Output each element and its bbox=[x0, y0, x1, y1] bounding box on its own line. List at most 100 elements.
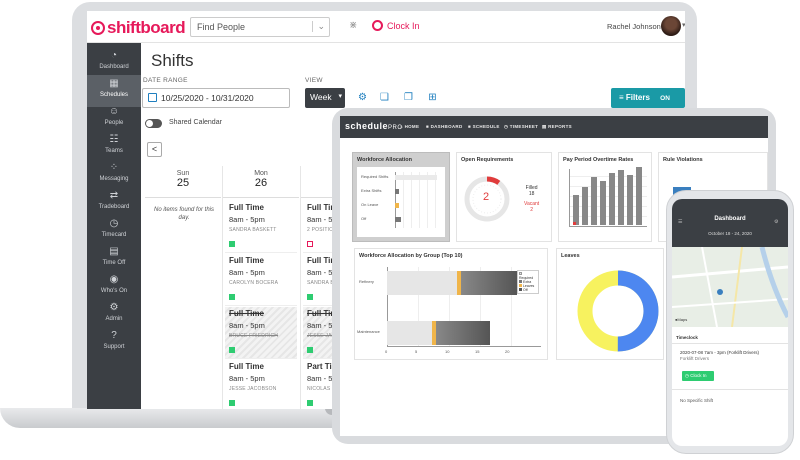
shift-title: Full Time bbox=[307, 256, 342, 265]
sidebar-item-messaging[interactable]: ⁘ Messaging bbox=[87, 159, 141, 191]
phone-header: Dashboard October 18 - 24, 2020 ☰ ⚙ bbox=[672, 199, 788, 247]
add-shift-icon[interactable]: ⊞ bbox=[428, 92, 437, 103]
shift-hours: 8am - 5pm bbox=[229, 215, 265, 224]
legend-label: Off bbox=[522, 288, 528, 292]
nav-schedule[interactable]: ■ SCHEDULE bbox=[468, 124, 500, 129]
nav-home[interactable]: ⌂ HOME bbox=[400, 124, 420, 129]
sidebar-item-who-s-on[interactable]: ◉ Who's On bbox=[87, 271, 141, 303]
view-select[interactable]: Week ▾ bbox=[305, 88, 345, 108]
shift-status-indicator bbox=[229, 241, 235, 247]
day-header-sun: Sun 25 bbox=[145, 166, 221, 198]
tradeboard-icon: ⇄ bbox=[109, 190, 119, 201]
nav-reports[interactable]: ▤ REPORTS bbox=[542, 124, 572, 129]
shift-hours: 8am - 5pm bbox=[229, 321, 265, 330]
overtime-rates-panel[interactable]: Pay Period Overtime Rates bbox=[558, 152, 652, 242]
clock-in-button[interactable]: Clock In bbox=[372, 20, 420, 31]
phone-date-range: October 18 - 24, 2020 bbox=[708, 231, 752, 236]
leaves-panel[interactable]: Leaves bbox=[556, 248, 664, 360]
workforce-row-label: Off bbox=[361, 216, 367, 221]
sidebar-item-people[interactable]: ☺ People bbox=[87, 103, 141, 135]
date-range-label: DATE RANGE bbox=[143, 77, 188, 84]
calendar-icon: ▦ bbox=[109, 78, 119, 89]
clock-icon bbox=[372, 20, 383, 31]
sidebar-item-timecard[interactable]: ◷ Timecard bbox=[87, 215, 141, 247]
open-requirements-panel[interactable]: Open Requirements 2 Filled 18 Vacant 2 bbox=[456, 152, 552, 242]
panel-title: Pay Period Overtime Rates bbox=[563, 157, 634, 163]
sidebar-item-label: Teams bbox=[105, 148, 123, 154]
vacant-value: 2 bbox=[530, 207, 533, 213]
sidebar-item-admin[interactable]: ⚙ Admin bbox=[87, 299, 141, 331]
bar-required bbox=[395, 175, 437, 180]
timecard-icon: ◷ bbox=[109, 218, 119, 229]
date-range-value: 10/25/2020 - 10/31/2020 bbox=[161, 93, 254, 103]
sidebar-item-teams[interactable]: ☷ Teams bbox=[87, 131, 141, 163]
sidebar-item-tradeboard[interactable]: ⇄ Tradeboard bbox=[87, 187, 141, 219]
shared-calendar-toggle[interactable] bbox=[145, 119, 162, 128]
sidebar-item-dashboard[interactable]: ◔ Dashboard bbox=[87, 47, 141, 79]
phone-map[interactable]: ●Maps bbox=[672, 247, 788, 327]
shift-card[interactable]: Full Time 8am - 5pm CAROLYN BOCERA bbox=[225, 254, 297, 306]
find-people-select[interactable]: Find People ⌄ bbox=[190, 17, 330, 37]
overtime-bar bbox=[591, 177, 597, 225]
sidebar-item-time-off[interactable]: ▤ Time Off bbox=[87, 243, 141, 275]
panel-title: Open Requirements bbox=[461, 157, 514, 163]
shift-card[interactable]: Part Tim 8am - 5pm NICOLAS RI bbox=[303, 360, 365, 409]
day-header-mon: Mon 26 bbox=[223, 166, 299, 198]
maps-label: Maps bbox=[677, 317, 688, 322]
legend-label: Extra bbox=[522, 280, 532, 284]
user-menu-caret-icon[interactable]: ▾ bbox=[682, 22, 685, 29]
shift-name: NICOLAS RI bbox=[307, 386, 338, 392]
workforce-row-label: Extra Shifts bbox=[361, 188, 382, 193]
nav-timesheet-label: TIMESHEET bbox=[509, 124, 539, 129]
shift-card[interactable]: Full Time 8am - 5pm SANDRA BASKETT bbox=[225, 201, 297, 253]
legend-label: Required bbox=[519, 276, 534, 280]
no-items-message: No items found for this day. bbox=[153, 207, 215, 221]
signal-icon[interactable]: ⋇ bbox=[349, 20, 358, 31]
maps-attribution: ●Maps bbox=[675, 317, 687, 322]
duplicate-icon[interactable]: ❐ bbox=[404, 92, 413, 103]
nav-dashboard[interactable]: ■ DASHBOARD bbox=[426, 124, 463, 129]
shiftboard-logo[interactable]: shiftboard bbox=[91, 18, 186, 38]
schedulepro-logo[interactable]: schedulePRO bbox=[345, 121, 403, 131]
day-name: Mon bbox=[254, 170, 268, 177]
filled-label: Filled bbox=[525, 185, 538, 191]
day-name: Sun bbox=[176, 170, 190, 177]
sidebar-item-support[interactable]: ? Support bbox=[87, 327, 141, 359]
sidebar-item-schedules[interactable]: ▦ Schedules bbox=[87, 75, 141, 107]
shift-card[interactable]: Full Time 8am - 5pm BRUCE FRIEDRICH bbox=[225, 307, 297, 359]
overtime-bar bbox=[609, 173, 615, 225]
shift-card[interactable]: Full Time 8am - 5pm JESSE JACOBSON bbox=[225, 360, 297, 409]
nav-timesheet[interactable]: ◷ TIMESHEET bbox=[504, 124, 539, 129]
vacant-label: Vacant bbox=[524, 201, 540, 207]
filter-icon: ≡ bbox=[619, 93, 624, 102]
sidebar: ◔ Dashboard ▦ Schedules ☺ People ☷ Teams ⁘ Messag… bbox=[87, 43, 141, 409]
maintenance-leaves-bar bbox=[432, 321, 436, 345]
phone-title: Dashboard bbox=[714, 216, 746, 222]
divider bbox=[672, 389, 788, 390]
nav-home-label: HOME bbox=[404, 124, 420, 129]
refinery-off-bar bbox=[461, 271, 517, 295]
phone-menu-icon[interactable]: ☰ bbox=[678, 219, 683, 225]
allocation-by-group-panel[interactable]: Workforce Allocation by Group (Top 10) R… bbox=[354, 248, 548, 360]
view-value: Week bbox=[310, 92, 332, 102]
shift-status-indicator bbox=[307, 400, 313, 406]
settings-icon[interactable]: ⚙ bbox=[358, 92, 367, 103]
filters-button[interactable]: ≡ Filters ON bbox=[611, 88, 685, 108]
logo-suffix: PRO bbox=[388, 125, 403, 131]
avatar[interactable] bbox=[661, 16, 681, 36]
person-icon: ☺ bbox=[108, 106, 120, 117]
previous-week-button[interactable]: < bbox=[147, 142, 162, 157]
panel-title: Rule Violations bbox=[663, 157, 703, 163]
chevron-down-icon: ▾ bbox=[338, 93, 342, 100]
workforce-allocation-panel[interactable]: Workforce Allocation Required Shifts Ext… bbox=[352, 152, 450, 242]
legend-off: Off bbox=[519, 288, 537, 292]
phone-settings-icon[interactable]: ⚙ bbox=[774, 219, 779, 225]
teams-icon: ☷ bbox=[109, 134, 119, 145]
overtime-bar bbox=[618, 170, 624, 225]
phone-clock-in-button[interactable]: ◷ Clock In bbox=[682, 371, 714, 381]
shift-title: Full Time bbox=[229, 256, 264, 265]
overtime-bar bbox=[573, 195, 579, 225]
sidebar-item-label: Support bbox=[103, 344, 125, 350]
date-range-input[interactable]: 10/25/2020 - 10/31/2020 bbox=[142, 88, 290, 108]
copy-shifts-icon[interactable]: ❏ bbox=[380, 92, 389, 103]
